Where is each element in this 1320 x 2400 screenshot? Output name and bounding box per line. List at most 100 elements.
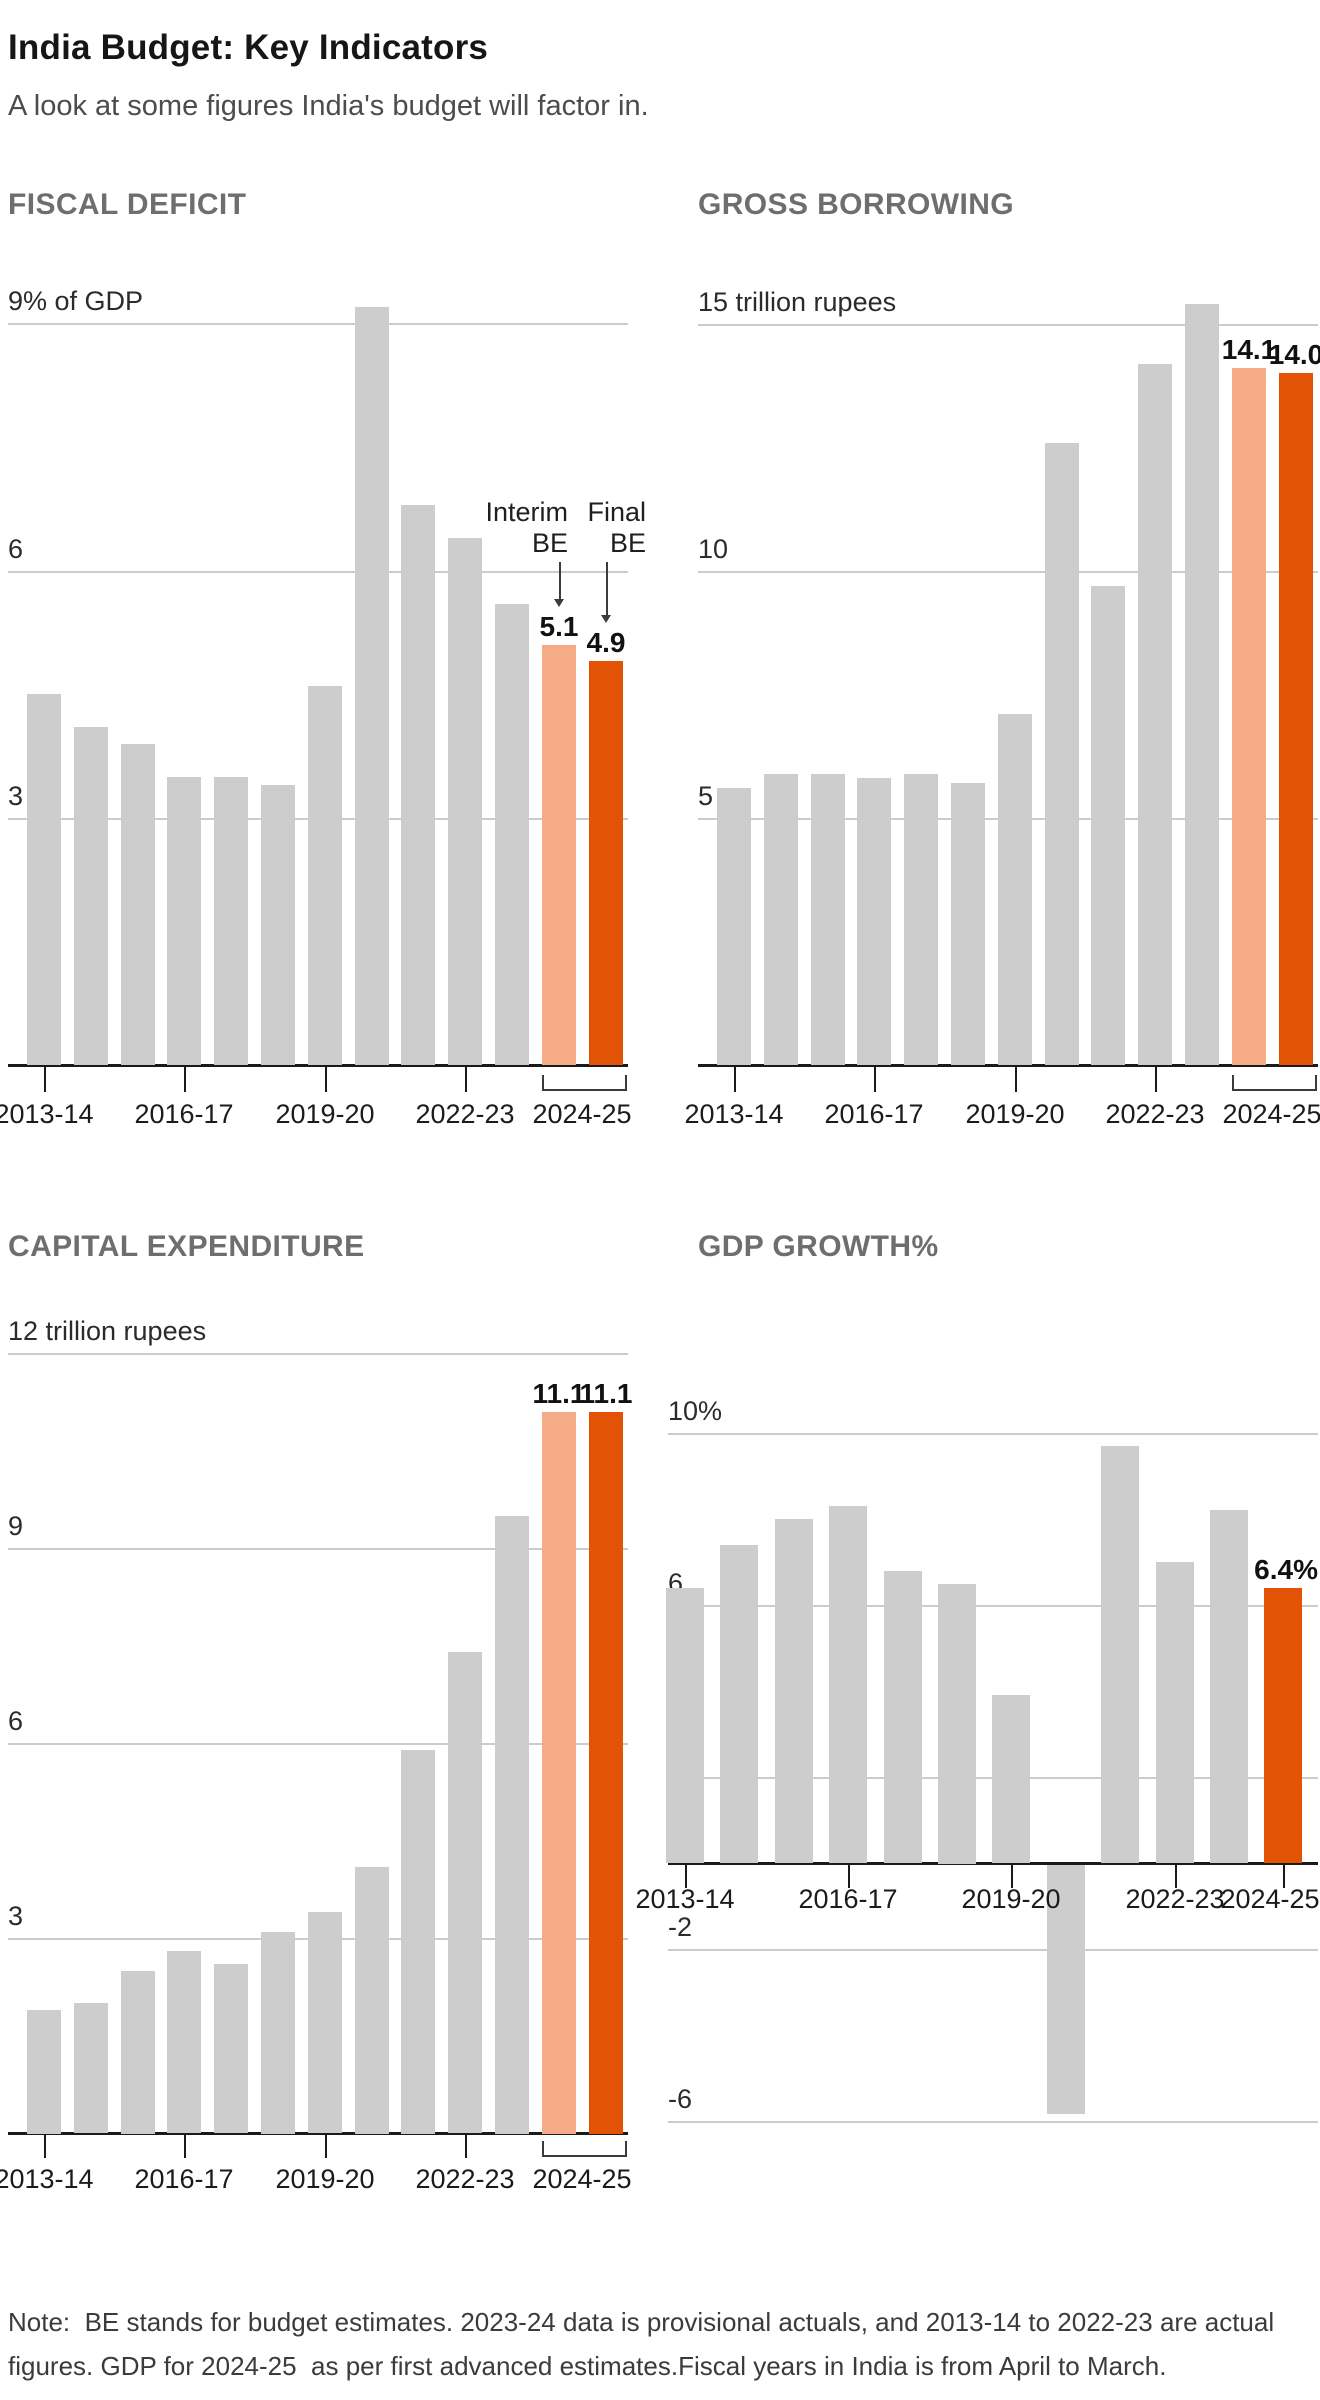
bar-2021-22 — [1091, 586, 1125, 1065]
bar-2024-25 Interim BE — [1232, 368, 1266, 1065]
bar-2019-20 — [308, 686, 342, 1065]
x-axis-label-2019-20: 2019-20 — [275, 1099, 375, 1129]
gridline-10 — [668, 1433, 1318, 1435]
x-axis-line — [668, 1862, 1318, 1865]
x-axis-line — [8, 1064, 628, 1067]
x-axis-line — [8, 2132, 628, 2135]
y-axis-label-9: 9 — [8, 1511, 24, 1541]
bar-2020-21 — [1047, 1865, 1085, 2114]
bracket-2024-25 — [542, 1075, 627, 1091]
value-label-2024-25 Final BE: 14.0 — [1268, 339, 1320, 370]
x-tick-2013-14 — [685, 1864, 687, 1888]
bar-2018-19 — [951, 783, 985, 1065]
x-tick-2019-20 — [325, 1066, 327, 1092]
bar-2018-19 — [938, 1584, 976, 1864]
value-label-2024-25 Final BE: 4.9 — [586, 627, 626, 658]
value-label-2024-25 Final BE: 11.1 — [579, 1378, 633, 1409]
bar-2022-23 — [448, 1652, 482, 2133]
x-tick-2013-14 — [734, 1066, 736, 1092]
bar-2021-22 — [401, 505, 435, 1065]
gridline--6 — [668, 2121, 1318, 2123]
x-tick-2024-25 — [1283, 1864, 1285, 1888]
bar-2013-14 — [717, 788, 751, 1065]
bar-2023-24 — [495, 1516, 529, 2134]
gridline-9 — [8, 323, 628, 325]
annotation-Final-BE: Final BE — [587, 497, 646, 558]
x-axis-label-2016-17: 2016-17 — [134, 2164, 234, 2194]
gridline-6 — [668, 1605, 1318, 1607]
x-axis-label-2022-23: 2022-23 — [415, 1099, 515, 1129]
value-label-2024-25: 6.4% — [1254, 1554, 1318, 1585]
x-axis-label-2016-17: 2016-17 — [824, 1099, 924, 1129]
bracket-2024-25 — [1232, 1075, 1317, 1091]
annotation-Interim-BE: Interim BE — [485, 497, 568, 558]
annotation-arrow-head — [554, 599, 564, 607]
x-axis-label-2019-20: 2019-20 — [275, 2164, 375, 2194]
bar-2015-16 — [121, 744, 155, 1065]
page-subtitle: A look at some figures India's budget wi… — [8, 90, 649, 122]
footer: Note: BE stands for budget estimates. 20… — [8, 2212, 1316, 2400]
bar-2024-25 Final BE — [589, 1412, 623, 2134]
bar-2022-23 — [448, 538, 482, 1065]
x-axis-label-2024-25: 2024-25 — [1220, 1884, 1320, 1914]
bar-2017-18 — [884, 1571, 922, 1863]
gridline-6 — [8, 1743, 628, 1745]
x-tick-2019-20 — [1011, 1864, 1013, 1888]
x-tick-2019-20 — [325, 2134, 327, 2158]
y-axis-label-15: 15 trillion rupees — [698, 287, 897, 317]
y-axis-label-6: 6 — [8, 534, 24, 564]
x-axis-label-2022-23: 2022-23 — [1125, 1884, 1225, 1914]
gridline-6 — [8, 571, 628, 573]
x-tick-2016-17 — [874, 1066, 876, 1092]
bar-2019-20 — [992, 1695, 1030, 1863]
x-axis-label-2024-25: 2024-25 — [532, 2164, 632, 2194]
gridline-12 — [8, 1353, 628, 1355]
bar-2013-14 — [27, 694, 61, 1065]
gridline-10 — [698, 571, 1318, 573]
y-axis-label-12: 12 trillion rupees — [8, 1316, 207, 1346]
x-axis-label-2013-14: 2013-14 — [0, 2164, 94, 2194]
bar-2015-16 — [121, 1971, 155, 2134]
bar-2024-25 — [1264, 1588, 1302, 1863]
x-axis-line — [698, 1064, 1318, 1067]
bar-2023-24 — [1185, 304, 1219, 1065]
y-axis-label-3: 3 — [8, 1901, 24, 1931]
bar-2014-15 — [764, 774, 798, 1065]
bar-2015-16 — [811, 774, 845, 1065]
x-axis-label-2013-14: 2013-14 — [635, 1884, 735, 1914]
bar-2022-23 — [1138, 364, 1172, 1065]
bar-2017-18 — [904, 774, 938, 1065]
y-axis-label-10: 10% — [668, 1396, 723, 1426]
bar-2014-15 — [74, 727, 108, 1065]
x-axis-label-2019-20: 2019-20 — [961, 1884, 1061, 1914]
bar-2013-14 — [27, 2010, 61, 2134]
bar-2022-23 — [1156, 1562, 1194, 1863]
x-tick-2022-23 — [465, 2134, 467, 2158]
x-axis-label-2024-25: 2024-25 — [532, 1099, 632, 1129]
gridline-15 — [698, 324, 1318, 326]
footer-note: Note: BE stands for budget estimates. 20… — [8, 2307, 1282, 2381]
y-axis-label--2: -2 — [668, 1912, 693, 1942]
y-axis-label--6: -6 — [668, 2084, 693, 2114]
bar-2017-18 — [214, 1964, 248, 2133]
gridline-9 — [8, 1548, 628, 1550]
chart-title-gdp-growth: GDP GROWTH% — [698, 1230, 939, 1263]
bar-2019-20 — [308, 1912, 342, 2133]
bar-2020-21 — [1045, 443, 1079, 1065]
gridline--2 — [668, 1949, 1318, 1951]
annotation-arrow-line — [606, 562, 608, 616]
value-label-2024-25 Interim BE: 5.1 — [539, 611, 579, 642]
x-tick-2016-17 — [184, 2134, 186, 2158]
bar-2021-22 — [1101, 1446, 1139, 1863]
x-axis-label-2016-17: 2016-17 — [134, 1099, 234, 1129]
bar-2014-15 — [720, 1545, 758, 1863]
x-tick-2013-14 — [44, 2134, 46, 2158]
x-tick-2016-17 — [848, 1864, 850, 1888]
annotation-arrow-line — [559, 562, 561, 600]
bar-2016-17 — [857, 778, 891, 1065]
bar-2018-19 — [261, 785, 295, 1065]
